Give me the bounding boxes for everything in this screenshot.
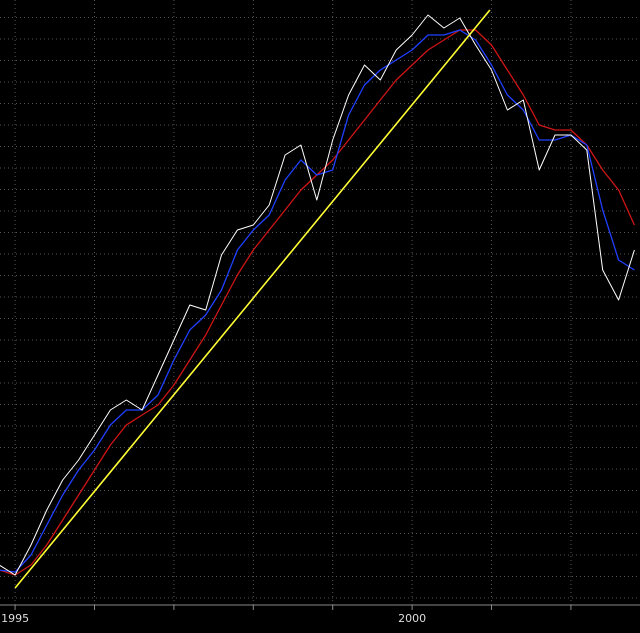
moving-average-line bbox=[0, 29, 635, 573]
x-tick-label: 2000 bbox=[398, 612, 426, 625]
price-line bbox=[0, 14, 635, 576]
moving-average-line bbox=[0, 29, 635, 576]
x-tick-label: 1995 bbox=[1, 612, 29, 625]
trend-line bbox=[14, 9, 491, 589]
